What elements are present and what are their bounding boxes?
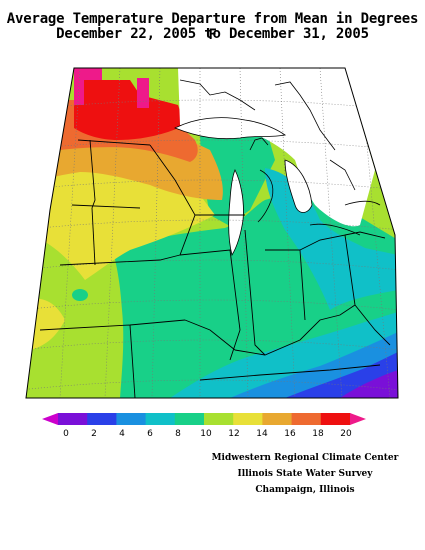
legend-tick-label: 6: [147, 429, 153, 439]
contour-band-over-20-nw: [74, 68, 102, 80]
boundary-sd-mn: [91, 207, 96, 266]
boundary-mo-north: [184, 319, 236, 351]
legend-swatch-8-10: [174, 413, 205, 425]
boundary-sd-ne-ia: [59, 254, 181, 266]
coastlines: [174, 79, 381, 257]
contour-band-over-20-n: [137, 78, 149, 108]
legend-swatch-18-20: [320, 413, 351, 425]
lake-huron: [285, 160, 312, 213]
legend-tick-label: 8: [175, 429, 181, 439]
credit-line-3: Champaign, Illinois: [255, 485, 355, 495]
boundary-mn-wi: [149, 144, 196, 256]
contour-spot-8-10: [72, 289, 88, 301]
contour-band-0-2: [340, 370, 398, 398]
lake-superior: [175, 117, 285, 139]
graticule: [26, 68, 398, 398]
legend-labels: 0 2 4 6 8 10 12 14 16 18 20: [63, 429, 352, 439]
boundary-ohio-river: [234, 304, 356, 356]
state-boundaries: [39, 139, 391, 398]
legend-swatch-0-2: [58, 413, 88, 425]
boundary-ia-il: [179, 249, 241, 361]
legend-tick-label: 16: [284, 429, 296, 439]
legend-bar: [42, 413, 366, 425]
legend-tick-label: 20: [340, 429, 352, 439]
map-border: [25, 67, 399, 399]
credit-line-2: Illinois State Water Survey: [237, 469, 373, 479]
lake-michigan: [228, 170, 244, 255]
boundary-oh-pa: [299, 234, 356, 306]
boundary-tn-ky: [199, 364, 381, 381]
contour-band-18-20: [74, 80, 185, 140]
boundary-nd-sd: [71, 204, 141, 209]
boundary-nd-mn: [89, 139, 96, 209]
no-data-region-canada: [178, 68, 375, 227]
legend-tick-label: 0: [63, 429, 69, 439]
legend-tick-label: 2: [91, 429, 97, 439]
boundary-il-in: [244, 229, 266, 356]
contour-band-over-20-w: [74, 80, 84, 105]
legend-swatch-4-6: [116, 413, 147, 425]
legend-tick-label: 12: [228, 429, 239, 439]
legend-swatch-14-16: [262, 413, 293, 425]
legend-swatch-2-4: [87, 413, 117, 425]
boundary-wv-va: [354, 304, 391, 346]
legend-tick-label: 14: [256, 429, 268, 439]
legend-tick-label: 4: [119, 429, 125, 439]
legend-swatch-6-8: [145, 413, 176, 425]
legend-arrow-above-max: [350, 413, 366, 425]
map-title-line-1: Average Temperature Departure from Mean …: [6, 11, 419, 43]
legend-tick-label: 10: [200, 429, 212, 439]
legend-swatch-12-14: [233, 413, 263, 425]
boundary-pa-ny: [344, 231, 386, 239]
boundary-ks-mo: [129, 324, 136, 398]
credit-line-1: Midwestern Regional Climate Center: [211, 453, 399, 463]
legend-arrow-below-min: [42, 413, 58, 425]
legend-swatch-10-12: [204, 413, 234, 425]
legend-tick-label: 18: [312, 429, 324, 439]
map-title-line-2: December 22, 2005 to December 31, 2005: [56, 26, 369, 42]
legend-swatch-16-18: [291, 413, 322, 425]
